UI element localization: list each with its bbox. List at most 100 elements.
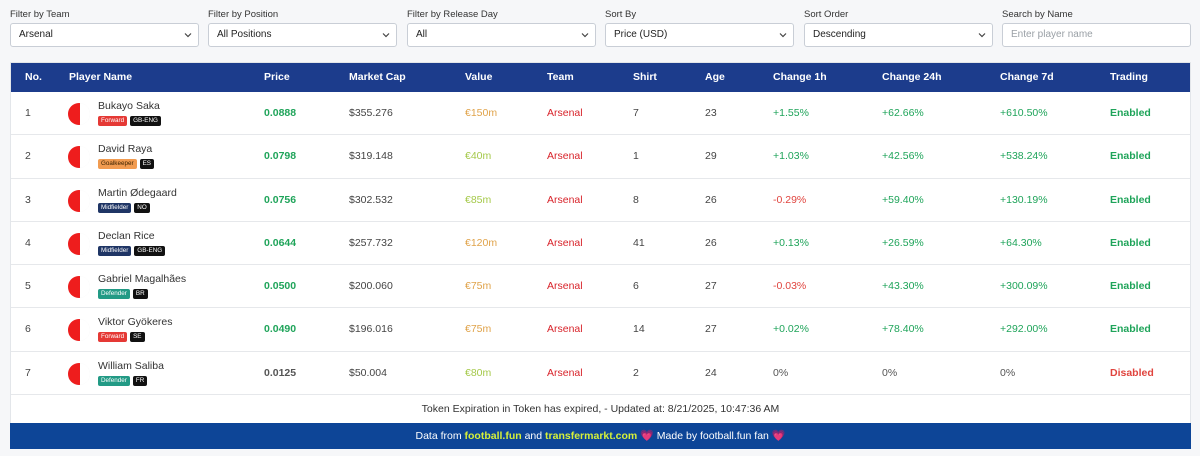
player-badges: Goalkeeper ES xyxy=(98,159,154,170)
sort-by-select[interactable]: Price (USD) xyxy=(605,23,794,47)
position-select[interactable]: All Positions xyxy=(208,23,397,47)
value: €80m xyxy=(465,366,492,379)
release-day-filter: Filter by Release Day All xyxy=(407,8,596,47)
table-row[interactable]: 3 Martin Ødegaard Midfielder NO 0.0756 $302.5… xyxy=(11,179,1190,222)
trading-status: Enabled xyxy=(1110,107,1151,119)
change-1h: +0.02% xyxy=(773,323,809,336)
heart-icon: 💗 xyxy=(771,430,786,442)
chevron-down-icon xyxy=(978,33,986,38)
value: €150m xyxy=(465,107,498,119)
table-row[interactable]: 2 David Raya Goalkeeper ES 0.0798 $319.148 €40… xyxy=(11,135,1190,179)
search-input[interactable]: Enter player name xyxy=(1002,23,1191,47)
player-name[interactable]: Declan Rice xyxy=(98,229,155,242)
player-name[interactable]: Gabriel Magalhães xyxy=(98,273,187,286)
player-badges: Forward SE xyxy=(98,332,145,343)
shirt: 6 xyxy=(633,280,639,293)
shirt: 7 xyxy=(633,107,639,119)
header-shirt[interactable]: Shirt xyxy=(633,71,657,83)
market-cap: $50.004 xyxy=(349,366,387,379)
change-7d: +538.24% xyxy=(1000,150,1048,163)
player-name[interactable]: Viktor Gyökeres xyxy=(98,316,173,329)
shirt: 14 xyxy=(633,323,645,336)
age: 27 xyxy=(705,323,717,336)
change-7d: +130.19% xyxy=(1000,193,1048,206)
header-price[interactable]: Price xyxy=(264,71,290,83)
position-badge: Defender xyxy=(98,289,130,300)
team-select[interactable]: Arsenal xyxy=(10,23,199,47)
change-24h: +59.40% xyxy=(882,193,924,206)
change-24h: 0% xyxy=(882,366,898,379)
header-trading[interactable]: Trading xyxy=(1110,71,1148,83)
position-badge: Midfielder xyxy=(98,202,132,213)
age: 26 xyxy=(705,236,717,249)
header-change-24h[interactable]: Change 24h xyxy=(882,71,942,83)
row-number: 4 xyxy=(25,236,31,249)
player-name[interactable]: Martin Ødegaard xyxy=(98,186,177,199)
footer-made-by: Made by football.fun fan xyxy=(656,430,769,442)
player-name[interactable]: Bukayo Saka xyxy=(98,100,160,112)
arsenal-crest-icon xyxy=(68,103,90,125)
team-select-value: Arsenal xyxy=(19,29,53,40)
footballfun-link[interactable]: football.fun xyxy=(464,430,522,442)
value: €75m xyxy=(465,280,492,293)
change-7d: +64.30% xyxy=(1000,236,1042,249)
team: Arsenal xyxy=(547,323,583,336)
nationality-badge: SE xyxy=(130,332,145,343)
table-row[interactable]: 6 Viktor Gyökeres Forward SE 0.0490 $196.016 €… xyxy=(11,308,1190,352)
sort-by-select-value: Price (USD) xyxy=(614,29,668,40)
table-row[interactable]: 7 William Saliba Defender FR 0.0125 $50.004 €8… xyxy=(11,352,1190,396)
transfermarkt-link[interactable]: transfermarkt.com xyxy=(545,430,638,442)
table-row[interactable]: 4 Declan Rice Midfielder GB-ENG 0.0644 $257.7… xyxy=(11,222,1190,266)
price: 0.0125 xyxy=(264,366,297,379)
header-change-7d[interactable]: Change 7d xyxy=(1000,71,1054,83)
change-24h: +26.59% xyxy=(882,236,924,249)
sort-order-filter: Sort Order Descending xyxy=(804,8,993,47)
change-24h: +43.30% xyxy=(882,280,924,293)
change-24h: +42.56% xyxy=(882,150,924,163)
header-no[interactable]: No. xyxy=(25,71,42,83)
header-age[interactable]: Age xyxy=(705,71,725,83)
price: 0.0490 xyxy=(264,323,297,336)
price: 0.0500 xyxy=(264,280,297,293)
trading-status: Enabled xyxy=(1110,193,1151,206)
release-day-select-value: All xyxy=(416,29,428,40)
header-value[interactable]: Value xyxy=(465,71,493,83)
player-badges: Midfielder NO xyxy=(98,202,150,213)
nationality-badge: BR xyxy=(132,289,148,300)
sort-order-label: Sort Order xyxy=(804,9,849,20)
arsenal-crest-icon xyxy=(68,362,90,385)
trading-status: Disabled xyxy=(1110,366,1154,379)
row-number: 3 xyxy=(25,193,31,206)
change-1h: 0% xyxy=(773,366,789,379)
player-name[interactable]: William Saliba xyxy=(98,359,164,372)
change-1h: +1.55% xyxy=(773,107,809,119)
team-filter-label: Filter by Team xyxy=(10,9,70,20)
player-badges: Midfielder GB-ENG xyxy=(98,245,166,256)
team-filter: Filter by Team Arsenal xyxy=(10,8,199,47)
header-team[interactable]: Team xyxy=(547,71,574,83)
change-24h: +62.66% xyxy=(882,107,924,119)
position-filter: Filter by Position All Positions xyxy=(208,8,397,47)
arsenal-crest-icon xyxy=(68,232,90,255)
row-number: 6 xyxy=(25,323,31,336)
change-7d: +610.50% xyxy=(1000,107,1048,119)
table-row[interactable]: 1 Bukayo Saka Forward GB-ENG 0.0888 $355.276 €… xyxy=(11,92,1190,136)
row-number: 2 xyxy=(25,150,31,163)
header-market-cap[interactable]: Market Cap xyxy=(349,71,406,83)
change-1h: +1.03% xyxy=(773,150,809,163)
trading-status: Enabled xyxy=(1110,323,1151,336)
header-change-1h[interactable]: Change 1h xyxy=(773,71,827,83)
sort-order-select-value: Descending xyxy=(813,29,866,40)
position-filter-label: Filter by Position xyxy=(208,9,279,20)
change-7d: +292.00% xyxy=(1000,323,1048,336)
nationality-badge: GB-ENG xyxy=(134,245,166,256)
market-cap: $319.148 xyxy=(349,150,393,163)
sort-order-select[interactable]: Descending xyxy=(804,23,993,47)
header-player-name[interactable]: Player Name xyxy=(69,71,133,83)
release-day-select[interactable]: All xyxy=(407,23,596,47)
player-name[interactable]: David Raya xyxy=(98,143,153,156)
table-row[interactable]: 5 Gabriel Magalhães Defender BR 0.0500 $200.0… xyxy=(11,265,1190,309)
row-number: 5 xyxy=(25,280,31,293)
nationality-badge: FR xyxy=(132,375,148,386)
market-cap: $257.732 xyxy=(349,236,393,249)
